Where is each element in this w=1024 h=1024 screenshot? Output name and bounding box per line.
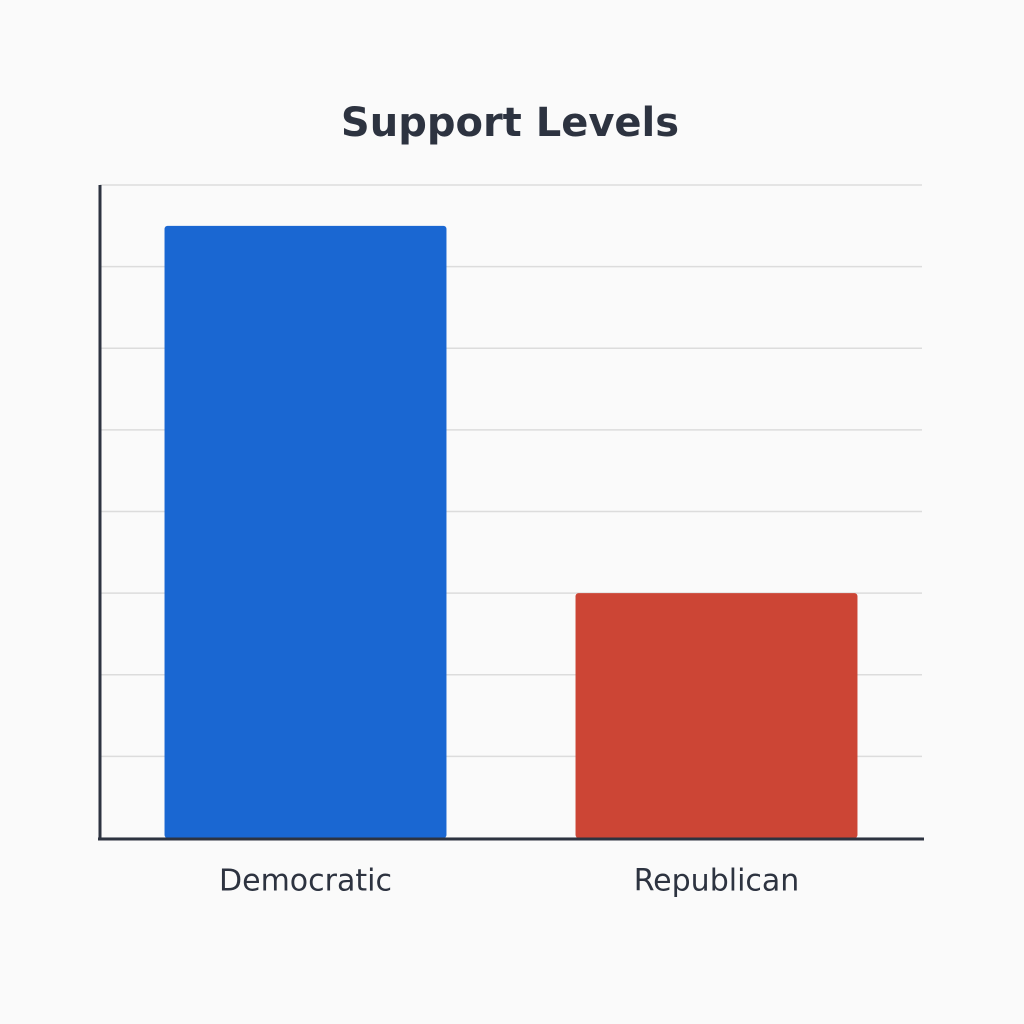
chart-title: Support Levels [341, 100, 679, 146]
bar [164, 225, 447, 838]
x-tick-label: Republican [634, 864, 800, 899]
x-tick-label: Democratic [219, 864, 392, 899]
bar [575, 593, 858, 838]
bars [164, 225, 858, 838]
x-labels: Democratic Republican [219, 864, 799, 899]
